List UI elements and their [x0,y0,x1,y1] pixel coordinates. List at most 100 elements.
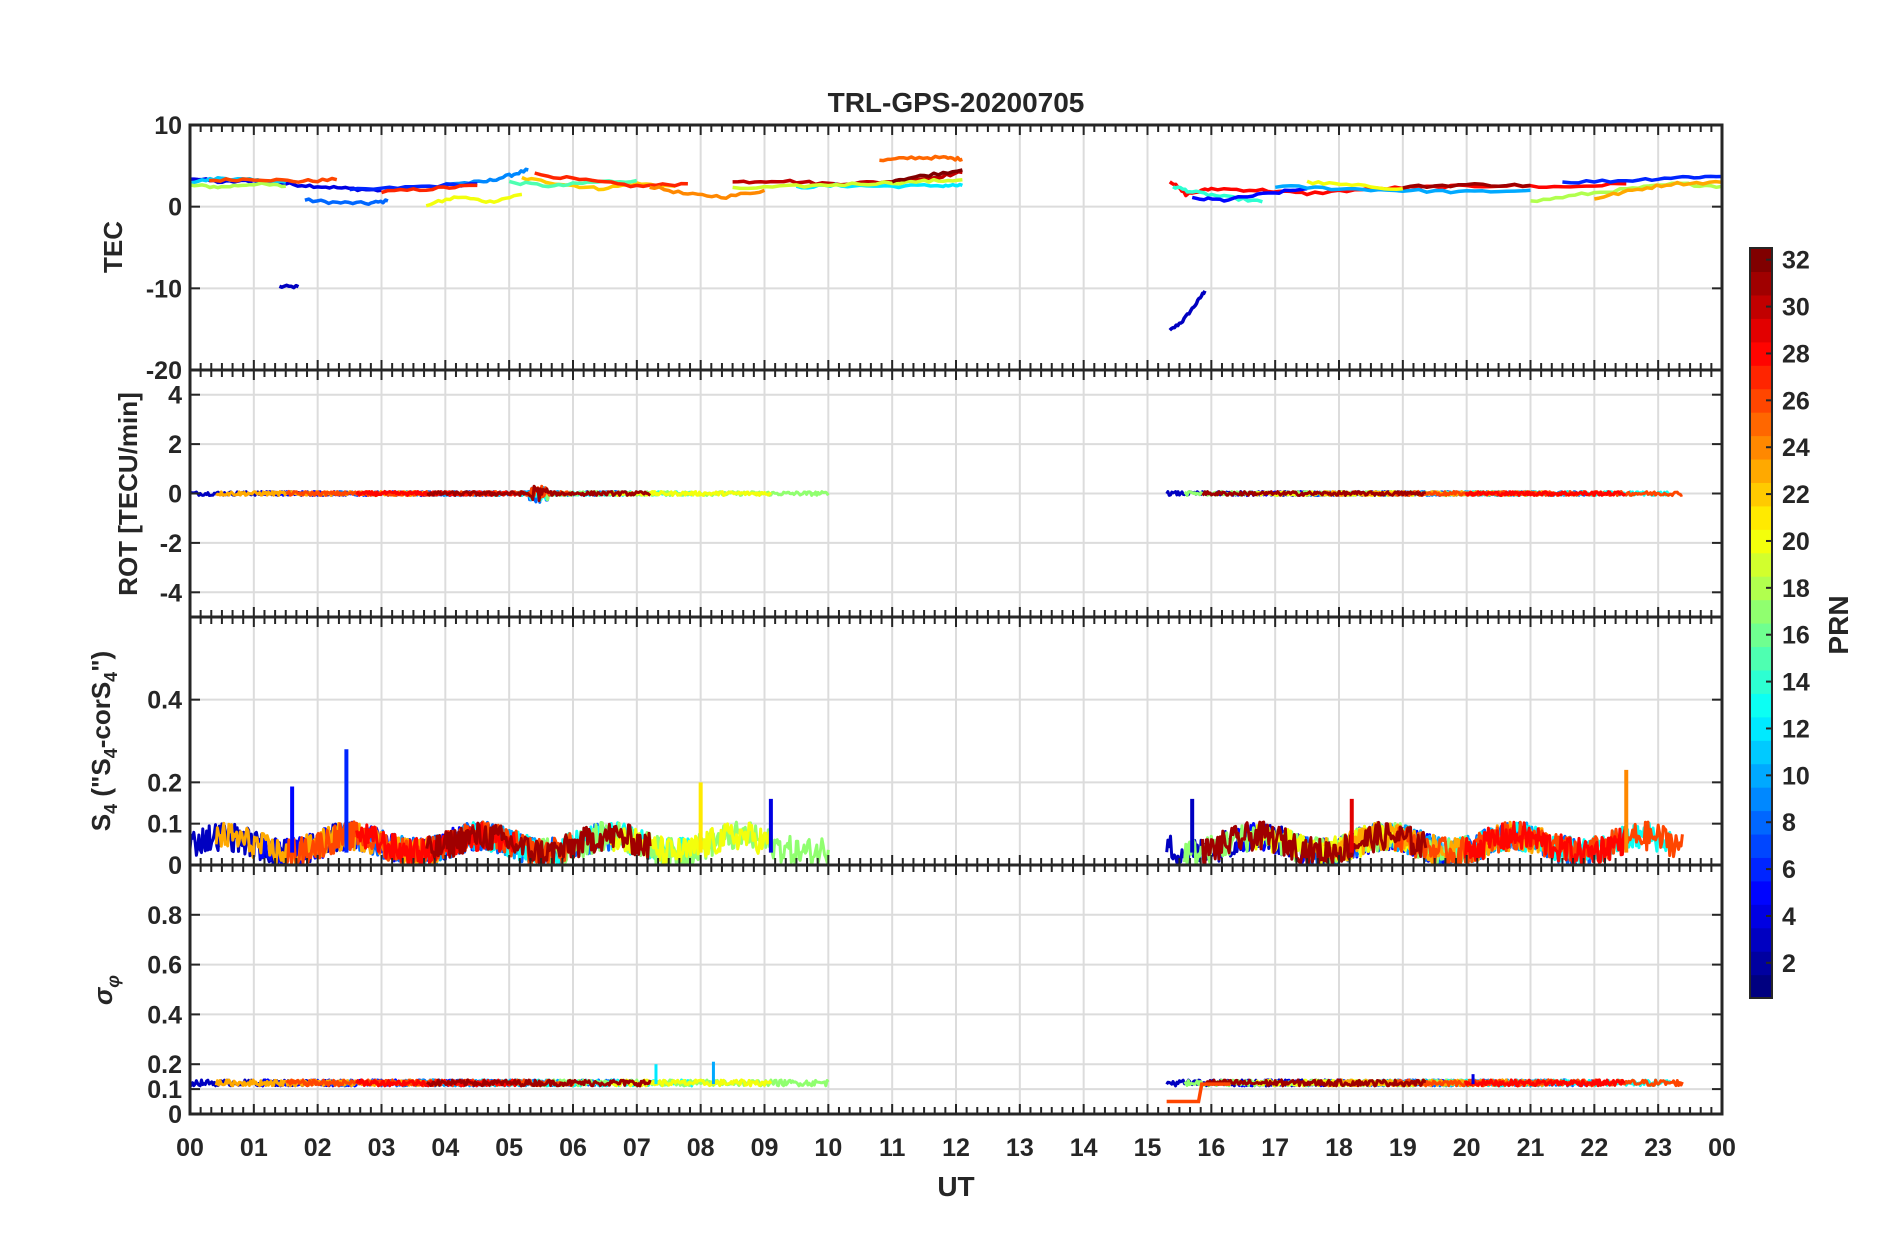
rot-series-line [426,484,652,503]
y-tick-label: 0.4 [147,1001,182,1029]
rot-series-line [609,490,773,497]
y-axis-label-tec: TEC [98,221,128,273]
colorbar-tick-label: 16 [1782,622,1810,650]
y-tick-label: 0 [168,194,182,222]
colorbar-tick-label: 12 [1782,715,1810,743]
y-tick-label: 0.2 [147,1051,182,1079]
rot-series-line [1464,490,1627,497]
tec-series-line [1562,174,1722,185]
tec-series-line [1530,181,1722,204]
x-tick-label: 09 [751,1134,779,1162]
x-tick-label: 15 [1134,1134,1162,1162]
colorbar-label: PRN [1823,595,1854,654]
y-axis-label-rot: ROT [TECU/min] [113,392,143,596]
x-tick-label: 19 [1389,1134,1417,1162]
grid-layer [190,124,1722,1115]
y-tick-label: 0.1 [147,811,182,839]
colorbar-band [1750,294,1772,319]
y-tick-label: 0 [168,481,182,509]
colorbar-tick-label: 6 [1782,856,1796,884]
x-tick-label: 01 [240,1134,268,1162]
colorbar-tick-label: 14 [1782,669,1810,697]
colorbar-band [1750,482,1772,507]
x-tick-label: 10 [814,1134,842,1162]
colorbar-tick-label: 2 [1782,950,1796,978]
colorbar-band [1750,529,1772,554]
s4-series-line [425,821,652,865]
colorbar-band [1750,927,1772,952]
colorbar-band [1750,365,1772,390]
colorbar-band [1750,341,1772,366]
x-tick-label: 13 [1006,1134,1034,1162]
tec-series-line [879,154,963,163]
x-axis-label: UT [937,1171,974,1202]
x-tick-label: 04 [431,1134,459,1162]
colorbar-band [1750,763,1772,788]
x-tick-label: 22 [1580,1134,1608,1162]
colorbar-band [1750,435,1772,460]
colorbar-tick-label: 28 [1782,340,1810,368]
colorbar-frame [1749,247,1773,999]
colorbar-band [1750,787,1772,812]
axes-layer: 100-10-20420-2-400.10.20.400.10.20.40.60… [146,112,1736,1162]
colorbar-band [1750,646,1772,671]
x-tick-label: 03 [368,1134,396,1162]
y-tick-label: 2 [168,431,182,459]
y-tick-label: 10 [154,112,182,140]
y-tick-label: -20 [146,357,182,385]
y-tick-label: -10 [146,275,182,303]
x-tick-label: 00 [176,1134,204,1162]
chart-title: TRL-GPS-20200705 [828,87,1085,118]
colorbar-band [1750,880,1772,905]
tec-series-line [534,171,688,189]
x-tick-label: 17 [1261,1134,1289,1162]
y-axis-label-s4: S4 ("S4-corS4") [86,651,121,831]
tec-series-line [1274,183,1531,195]
tec-series-line [1191,186,1308,203]
tec-series-line [445,167,529,186]
tec-series-line [304,197,389,207]
colorbar-band [1750,552,1772,577]
colorbar-tick-label: 20 [1782,528,1810,556]
x-tick-label: 16 [1197,1134,1225,1162]
y-tick-label: -2 [160,530,182,558]
x-tick-label: 18 [1325,1134,1353,1162]
x-tick-label: 14 [1070,1134,1098,1162]
colorbar-tick-label: 32 [1782,247,1810,275]
tec-series-line [1306,179,1403,192]
tec-series-line [1402,181,1531,190]
sigma-phi-series-line [1393,1078,1684,1088]
s4-series-line [1200,820,1428,865]
colorbar-band [1750,810,1772,835]
colorbar-tick-label: 18 [1782,575,1810,603]
y-tick-label: 0.2 [147,769,182,797]
colorbar-band [1750,599,1772,624]
sigma-phi-series-line [426,1078,652,1088]
colorbar-band [1750,740,1772,765]
sigma-phi-series-line [1201,1078,1427,1088]
x-tick-label: 02 [304,1134,332,1162]
colorbar-tick-label: 10 [1782,762,1810,790]
colorbar-band [1750,623,1772,648]
x-tick-label: 21 [1517,1134,1545,1162]
x-tick-label: 20 [1453,1134,1481,1162]
tec-series-line [1168,290,1207,332]
x-tick-label: 00 [1708,1134,1736,1162]
tec-series-line [209,176,338,184]
colorbar-band [1750,576,1772,601]
rot-series-line [1201,490,1426,497]
tec-series-line [190,181,286,190]
colorbar-band [1750,248,1772,273]
x-tick-label: 05 [495,1134,523,1162]
x-tick-label: 07 [623,1134,651,1162]
tec-series-line [380,183,478,195]
tec-series-line [649,185,766,200]
colorbar-band [1750,693,1772,718]
tec-series-line [732,177,963,191]
y-tick-label: 0.8 [147,902,182,930]
colorbar-tick-label: 26 [1782,387,1810,415]
colorbar-tick-label: 22 [1782,481,1810,509]
s4-series-line [1463,820,1627,865]
colorbar-band [1750,388,1772,413]
